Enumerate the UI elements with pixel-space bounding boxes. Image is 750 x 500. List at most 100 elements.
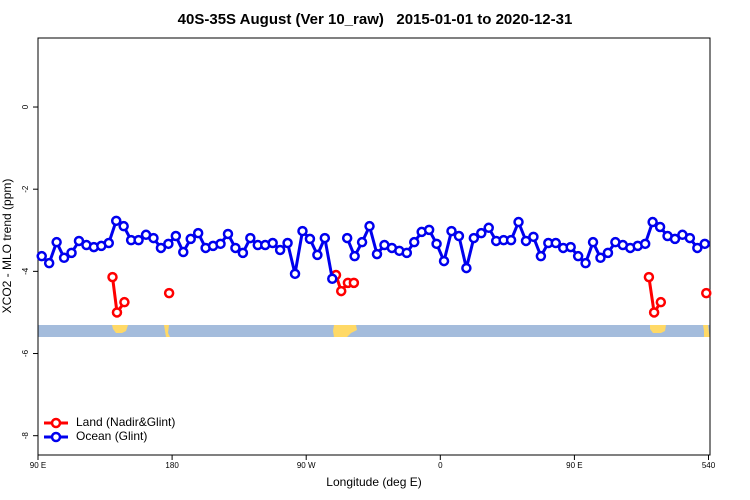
legend-swatch-point <box>50 417 62 429</box>
point <box>595 252 606 264</box>
point <box>654 221 666 233</box>
point <box>643 271 655 283</box>
x-tick-label: 90 W <box>297 461 316 470</box>
x-tick-label: 90 E <box>566 461 582 470</box>
y-axis-label: XCO2 - MLO trend (ppm) <box>0 179 14 314</box>
y-tick-label: 0 <box>21 104 30 109</box>
point <box>655 296 667 308</box>
point <box>43 257 55 269</box>
point <box>118 220 129 232</box>
point <box>446 225 457 237</box>
y-tick-label: -4 <box>21 267 30 275</box>
point <box>133 234 144 246</box>
map-strip <box>38 325 710 337</box>
point <box>669 233 681 245</box>
point <box>565 241 576 253</box>
y-tick-label: -2 <box>21 185 30 193</box>
y-tick-label: -6 <box>21 349 30 357</box>
point <box>505 234 517 246</box>
point <box>364 220 375 232</box>
land-blob <box>112 325 128 333</box>
land-blob <box>703 325 710 337</box>
point <box>483 222 494 234</box>
point <box>648 307 660 318</box>
point <box>148 232 159 244</box>
point <box>274 244 286 256</box>
point <box>230 242 241 254</box>
point <box>356 236 368 248</box>
point <box>335 285 347 297</box>
point <box>327 273 338 285</box>
point <box>237 247 249 259</box>
point <box>103 237 115 249</box>
point <box>431 238 442 250</box>
point <box>438 255 450 267</box>
point <box>155 242 167 254</box>
land-blob <box>333 325 357 337</box>
point <box>461 262 472 274</box>
point <box>476 227 487 239</box>
point <box>66 247 77 259</box>
point <box>222 228 234 240</box>
point <box>111 307 123 318</box>
point <box>602 247 614 259</box>
land-blob <box>164 325 170 337</box>
point <box>408 236 420 248</box>
point <box>587 236 599 248</box>
point <box>535 250 547 262</box>
point <box>684 232 696 244</box>
point <box>192 227 204 239</box>
point <box>520 235 532 247</box>
x-tick-label: 180 <box>165 461 179 470</box>
ocean-band <box>38 325 710 337</box>
point <box>304 233 316 245</box>
point <box>245 232 256 244</box>
point <box>341 232 353 244</box>
legend-label: Ocean (Glint) <box>76 429 147 443</box>
point <box>580 257 591 269</box>
point <box>319 232 331 244</box>
point <box>528 231 539 243</box>
point <box>110 215 122 227</box>
point <box>312 249 323 261</box>
point <box>692 242 703 254</box>
point <box>267 237 278 249</box>
plot-frame <box>37 37 711 456</box>
point <box>297 225 308 237</box>
point <box>513 216 524 228</box>
point <box>401 247 413 259</box>
point <box>699 238 711 250</box>
point <box>647 216 658 228</box>
point <box>163 238 174 250</box>
point <box>119 296 130 308</box>
point <box>289 268 301 280</box>
point <box>215 238 226 250</box>
point <box>170 230 182 242</box>
point <box>468 232 480 244</box>
point <box>639 238 651 250</box>
point <box>423 224 435 236</box>
series-line <box>113 275 707 312</box>
point <box>572 250 584 262</box>
point <box>36 250 47 262</box>
point <box>550 237 562 249</box>
point <box>58 252 70 264</box>
point <box>349 250 360 262</box>
point <box>282 237 293 249</box>
point <box>348 277 360 289</box>
point <box>163 287 175 299</box>
legend-label: Land (Nadir&Glint) <box>76 415 175 429</box>
point <box>73 235 85 247</box>
point <box>185 233 196 245</box>
point <box>178 246 189 258</box>
point <box>107 271 118 283</box>
chart-title: 40S-35S August (Ver 10_raw) 2015-01-01 t… <box>178 11 573 28</box>
x-tick-label: 90 E <box>30 461 46 470</box>
land-blob <box>650 325 666 333</box>
x-axis-label: Longitude (deg E) <box>326 475 421 489</box>
point <box>701 287 712 299</box>
point <box>51 236 62 248</box>
y-tick-label: -8 <box>21 432 30 440</box>
point <box>371 248 383 260</box>
